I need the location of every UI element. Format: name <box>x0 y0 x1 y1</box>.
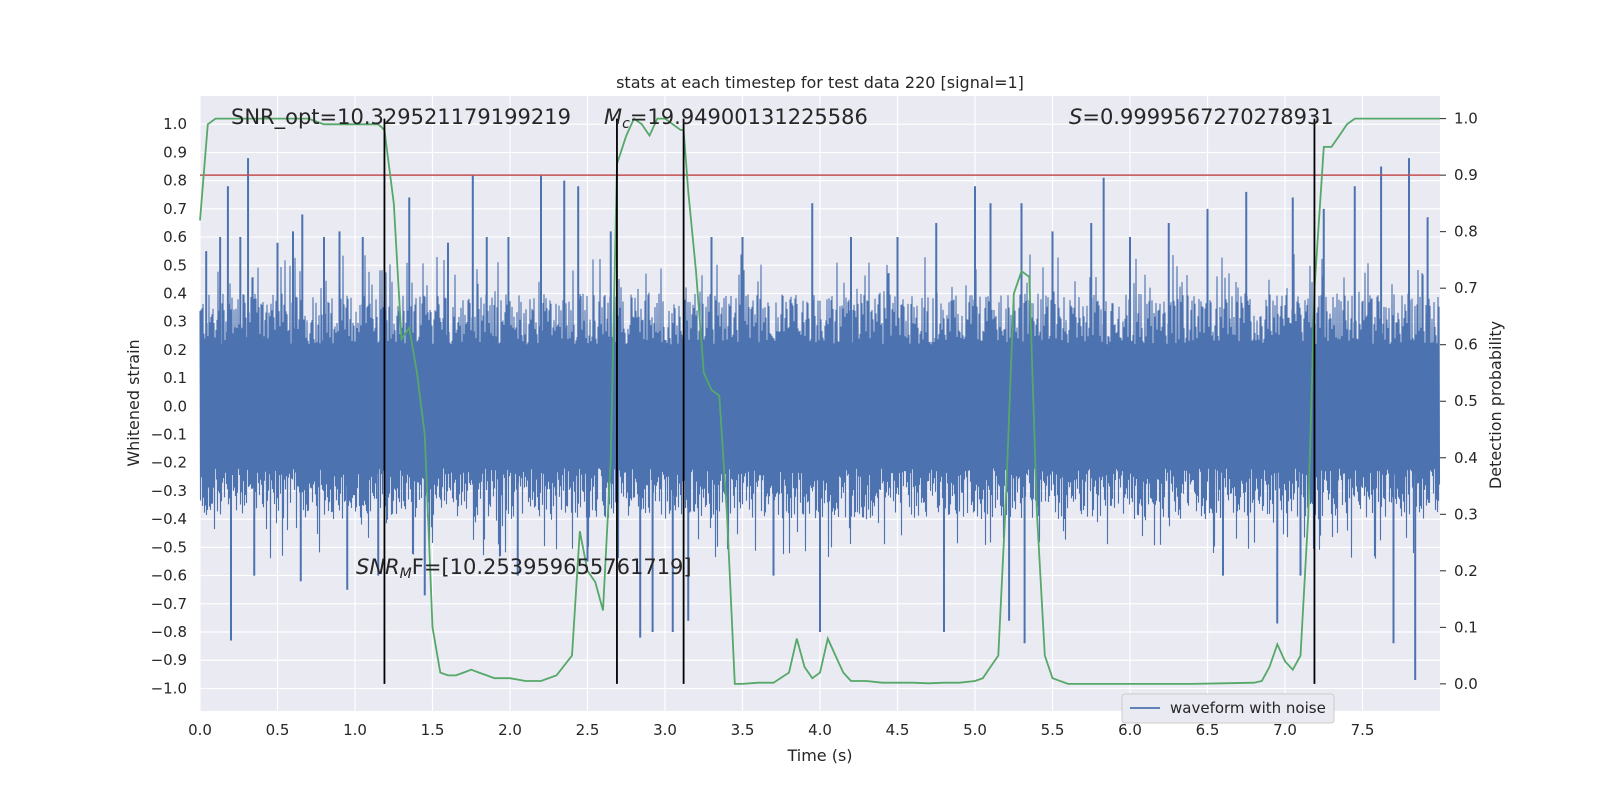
x-tick-label: 7.5 <box>1351 721 1375 739</box>
y-tick-label: 0.6 <box>163 228 187 246</box>
y-tick-label: −0.3 <box>151 482 187 500</box>
y-tick-label: 0.5 <box>163 256 187 274</box>
y-tick-label: 0.8 <box>163 172 187 190</box>
x-tick-label: 4.0 <box>808 721 832 739</box>
x-tick-label: 1.5 <box>421 721 445 739</box>
y-tick-label: 0.1 <box>163 369 187 387</box>
y-tick-label: 0.7 <box>163 200 187 218</box>
legend: waveform with noise <box>1121 693 1335 724</box>
chirp-mass-annotation: Mc=19.94900131225586 <box>604 105 868 132</box>
waveform-series <box>199 158 1441 680</box>
y-tick-label: −1.0 <box>151 679 187 697</box>
y2-tick-label: 0.1 <box>1454 618 1478 636</box>
x-tick-label: 5.0 <box>963 721 987 739</box>
y-axis-label: Whitened strain <box>124 339 143 466</box>
legend-box <box>1121 693 1335 724</box>
x-tick-label: 3.5 <box>731 721 755 739</box>
x-tick-label: 0.5 <box>266 721 290 739</box>
score-symbol: S <box>1069 105 1082 129</box>
y2-tick-label: 0.5 <box>1454 392 1478 410</box>
y2-tick-label: 0.2 <box>1454 562 1478 580</box>
x-tick-label: 4.5 <box>886 721 910 739</box>
chirp-mass-value: =19.94900131225586 <box>630 105 868 129</box>
chart-title: stats at each timestep for test data 220… <box>616 73 1024 92</box>
y2-tick-label: 1.0 <box>1454 110 1478 128</box>
y-tick-label: 0.0 <box>163 397 187 415</box>
snr-mf-value: F=[10.253959655761719] <box>412 555 692 579</box>
y2-tick-label: 0.4 <box>1454 449 1478 467</box>
y-tick-label: −0.8 <box>151 623 187 641</box>
chirp-mass-subscript: c <box>622 116 630 132</box>
y2-tick-label: 0.8 <box>1454 223 1478 241</box>
y-tick-label: −0.9 <box>151 651 187 669</box>
x-tick-label: 0.0 <box>188 721 212 739</box>
x-tick-label: 7.0 <box>1273 721 1297 739</box>
y-tick-label: −0.7 <box>151 595 187 613</box>
x-axis-label: Time (s) <box>786 746 852 765</box>
y2-tick-label: 0.9 <box>1454 166 1478 184</box>
y-tick-label: 0.2 <box>163 341 187 359</box>
y2-tick-label: 0.7 <box>1454 279 1478 297</box>
probability-layer <box>199 117 1440 685</box>
x-tick-label: 5.5 <box>1041 721 1065 739</box>
y-tick-label: −0.2 <box>151 454 187 472</box>
y2-ticks: 1.0 0.9 0.8 0.7 0.6 0.5 0.4 0.3 0.2 0.1 0.0 <box>1440 110 1478 693</box>
x-tick-label: 3.0 <box>653 721 677 739</box>
x-tick-label: 1.0 <box>343 721 367 739</box>
x-tick-label: 6.0 <box>1118 721 1142 739</box>
y-tick-label: −0.6 <box>151 567 187 585</box>
y-ticks: 1.0 0.9 0.8 0.7 0.6 0.5 0.4 0.3 0.2 0.1 0.0 −0.1 −0.… <box>151 115 187 697</box>
score-value: =0.9999567270278931 <box>1082 105 1333 129</box>
y2-tick-label: 0.3 <box>1454 505 1478 523</box>
y-tick-label: −0.4 <box>151 510 187 528</box>
x-tick-label: 6.5 <box>1196 721 1220 739</box>
snr-mf-subscript: M <box>400 566 412 582</box>
chirp-mass-symbol: M <box>604 105 622 129</box>
y-tick-label: 0.9 <box>163 143 187 161</box>
y2-tick-label: 0.0 <box>1454 675 1478 693</box>
x-tick-label: 2.5 <box>576 721 600 739</box>
snr-mf-symbol: SNR <box>356 555 400 579</box>
vertical-lines <box>383 118 1316 684</box>
x-ticks: 0.0 0.5 1.0 1.5 2.0 2.5 3.0 3.5 4.0 4.5 5.0 5.5 6.0 6… <box>188 721 1374 739</box>
y-tick-label: 1.0 <box>163 115 187 133</box>
y-tick-label: 0.4 <box>163 284 187 302</box>
legend-label: waveform with noise <box>1170 699 1326 717</box>
score-annotation: S=0.9999567270278931 <box>1069 105 1334 129</box>
y-tick-label: 0.3 <box>163 313 187 331</box>
snr-mf-annotation: SNRMF=[10.253959655761719] <box>356 555 692 582</box>
snr-opt-annotation: SNR_opt=10.329521179199219 <box>231 105 571 130</box>
y2-axis-label: Detection probability <box>1486 321 1505 489</box>
x-tick-label: 2.0 <box>498 721 522 739</box>
y-tick-label: −0.5 <box>151 538 187 556</box>
y2-tick-label: 0.6 <box>1454 336 1478 354</box>
detection-probability-line <box>199 117 1440 685</box>
y-tick-label: −0.1 <box>151 426 187 444</box>
